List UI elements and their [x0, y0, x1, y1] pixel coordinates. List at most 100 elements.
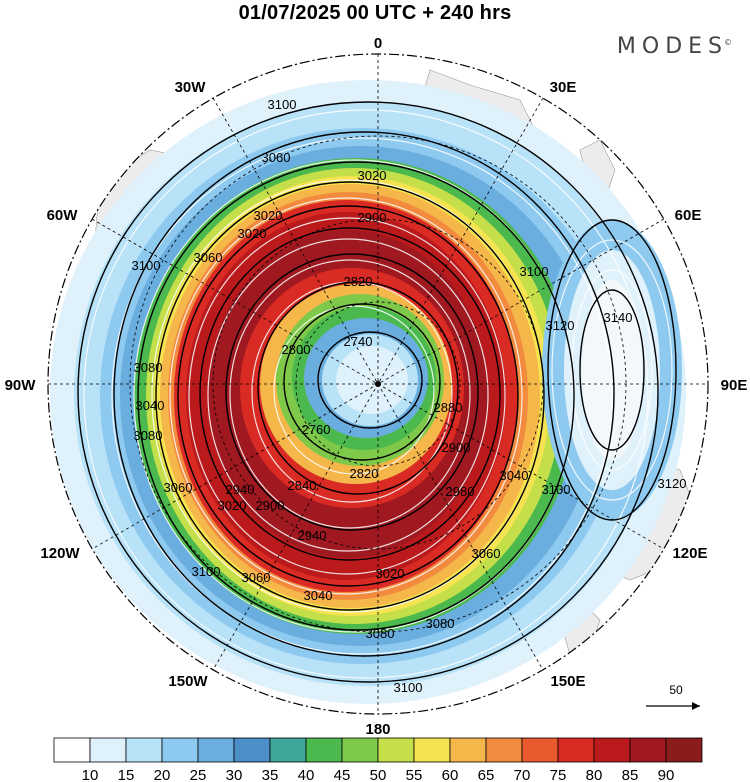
streamlines [83, 109, 673, 679]
colorbar-tick-label: 20 [154, 767, 171, 782]
lon-label-90e: 90E [721, 377, 748, 394]
brand-name: MODES [616, 34, 728, 59]
contour-label: 3120 [546, 318, 575, 333]
colorbar-tick-label: 15 [118, 767, 135, 782]
contour-label: 3140 [604, 310, 633, 325]
contour-label: 2760 [302, 422, 331, 437]
colorbar-swatch [53, 737, 91, 763]
contour-label: 3020 [218, 498, 247, 513]
contour-label: 3080 [426, 616, 455, 631]
contour-label: 2980 [446, 484, 475, 499]
contour-label: 3020 [358, 168, 387, 183]
colorbar-swatch [377, 737, 415, 763]
colorbar-tick-label: 85 [622, 767, 639, 782]
map-title: 01/07/2025 00 UTC + 240 hrs [238, 2, 512, 24]
lon-label-150e: 150E [550, 673, 585, 690]
contour-label: 2740 [344, 334, 373, 349]
lon-label-60w: 60W [47, 207, 79, 224]
contour-label: 2900 [358, 210, 387, 225]
pole-marker [375, 381, 381, 387]
brand-logo: MODES© [617, 34, 732, 59]
brand-mark: © [724, 37, 732, 47]
contour-label: 3060 [164, 480, 193, 495]
colorbar-swatch [485, 737, 523, 763]
contour-label: 3020 [254, 208, 283, 223]
lon-label-0: 0 [374, 35, 382, 52]
contour-label: 3100 [542, 482, 571, 497]
height-contours [77, 101, 677, 683]
colorbar-swatch [665, 737, 703, 763]
colorbar-tick-label: 80 [586, 767, 603, 782]
contour-label: 2820 [350, 466, 379, 481]
colorbar-tick-label: 45 [334, 767, 351, 782]
colorbar-swatch [161, 737, 199, 763]
lon-label-120e: 120E [672, 545, 707, 562]
vector-reference-value: 50 [669, 683, 683, 697]
inner-core [336, 346, 408, 414]
colorbar-swatch [341, 737, 379, 763]
contour-label: 2940 [298, 528, 327, 543]
lon-label-30e: 30E [550, 79, 577, 96]
colorbar-tick-label: 35 [262, 767, 279, 782]
contour-label: 2840 [288, 478, 317, 493]
colorbar-swatch [521, 737, 559, 763]
contour-label: 3060 [242, 570, 271, 585]
colorbar-tick-label: 90 [658, 767, 675, 782]
lon-label-150w: 150W [168, 673, 208, 690]
colorbar-swatch [89, 737, 127, 763]
colorbar-swatch [593, 737, 631, 763]
colorbar-tick-label: 25 [190, 767, 207, 782]
colorbar-swatch [305, 737, 343, 763]
contour-label: 2940 [226, 482, 255, 497]
contour-label: 2820 [344, 274, 373, 289]
colorbar-swatch [233, 737, 271, 763]
contour-label: 3080 [134, 360, 163, 375]
contour-label: 3060 [472, 546, 501, 561]
contour-label: 3120 [658, 476, 687, 491]
colorbar-swatch [125, 737, 163, 763]
contour-label: 3040 [136, 398, 165, 413]
colorbar-tick-label: 10 [82, 767, 99, 782]
contour-label: 3100 [132, 258, 161, 273]
colorbar-tick-label: 55 [406, 767, 423, 782]
colorbar-tick-label: 30 [226, 767, 243, 782]
contour-label: 3020 [238, 226, 267, 241]
contour-label: 3080 [134, 428, 163, 443]
colorbar-swatch [629, 737, 667, 763]
colorbar-tick-label: 70 [514, 767, 531, 782]
colorbar-tick-label: 75 [550, 767, 567, 782]
contour-label: 3060 [194, 250, 223, 265]
colorbar-swatch [449, 737, 487, 763]
colorbar-tick-label: 60 [442, 767, 459, 782]
east-anticyclone-core [582, 280, 642, 460]
lon-label-120w: 120W [40, 545, 80, 562]
colorbar: 10 15 20 25 30 35 40 45 50 55 60 65 70 75 80 85 90 [53, 737, 703, 782]
longitude-labels: 0 30E 60E 90E 120E 150E 180 150W 120W 90… [5, 35, 748, 738]
contour-label: 3100 [268, 97, 297, 112]
colorbar-tick-label: 50 [370, 767, 387, 782]
contour-label: 3080 [366, 626, 395, 641]
lon-label-180: 180 [365, 721, 390, 738]
contour-label: 3060 [262, 150, 291, 165]
colorbar-swatch [197, 737, 235, 763]
colorbar-swatch [269, 737, 307, 763]
lon-label-60e: 60E [675, 207, 702, 224]
contour-labels: 3100 3060 3020 3020 2900 2820 2740 2800 … [132, 97, 687, 695]
contour-label: 3100 [520, 264, 549, 279]
map-boundary [47, 53, 709, 715]
contour-label: 2880 [434, 400, 463, 415]
contour-label: 3040 [500, 468, 529, 483]
contour-label: 3040 [304, 588, 333, 603]
colorbar-tick-label: 65 [478, 767, 495, 782]
colorbar-tick-label: 40 [298, 767, 315, 782]
contour-label: 2900 [442, 440, 471, 455]
vector-reference-arrowhead [692, 702, 700, 710]
lon-label-90w: 90W [5, 377, 37, 394]
contour-label: 2900 [256, 498, 285, 513]
colorbar-swatch [413, 737, 451, 763]
contour-label: 2800 [282, 342, 311, 357]
contour-label: 3100 [192, 564, 221, 579]
contour-label: 3020 [376, 566, 405, 581]
vector-reference: 50 [646, 683, 700, 710]
